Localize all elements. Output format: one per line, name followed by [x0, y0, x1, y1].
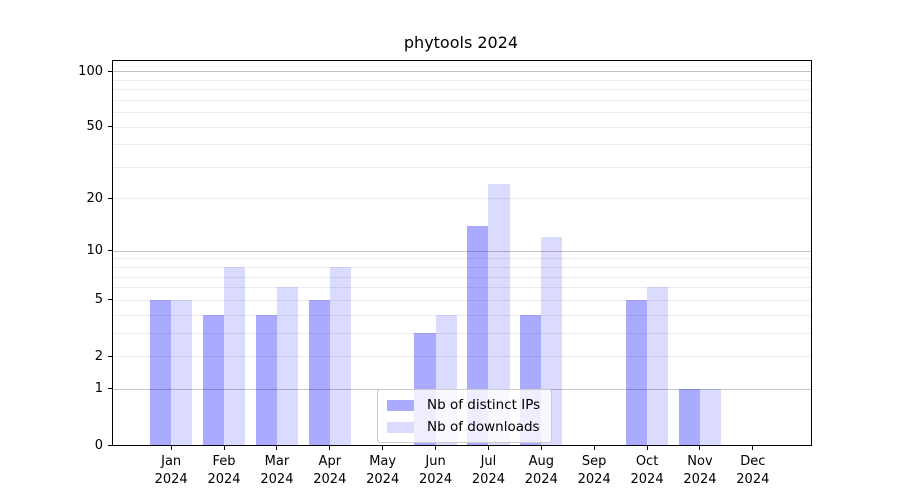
y-tick-0	[108, 444, 112, 446]
y-tick-100	[108, 70, 112, 72]
gridline-minor-20	[113, 198, 811, 200]
x-label-jul: Jul 2024	[471, 454, 505, 487]
gridline-major-100	[113, 71, 811, 73]
y-label-20: 20	[86, 190, 103, 206]
x-tick-apr	[329, 446, 331, 450]
gridline-minor-9	[113, 258, 811, 260]
plot-area: Jan 2024 Feb 2024 Mar 2024 Apr 2024 May 2024…	[78, 60, 812, 487]
bar-nov-downloads	[699, 388, 722, 445]
x-label-mar: Mar 2024	[260, 454, 294, 487]
legend-label-downloads: Nb of downloads	[427, 419, 540, 436]
x-tick-dec	[752, 446, 754, 450]
legend: Nb of distinct IPs Nb of downloads	[377, 389, 553, 444]
x-label-may: May 2024	[366, 454, 400, 487]
gridline-minor-8	[113, 267, 811, 269]
chart-title: phytools 2024	[403, 33, 519, 52]
bar-apr-downloads	[329, 267, 351, 445]
gridline-minor-3	[113, 332, 811, 334]
x-tick-nov	[699, 446, 701, 450]
x-tick-sep	[593, 446, 595, 450]
y-label-50: 50	[86, 119, 103, 134]
gridline-minor-80	[113, 89, 811, 91]
bar-feb-ips	[202, 314, 225, 445]
bar-oct-downloads	[647, 287, 669, 445]
x-tick-jul	[487, 446, 489, 450]
gridline-minor-70	[113, 99, 811, 101]
y-label-10: 10	[86, 243, 103, 259]
bar-jul-downloads	[488, 184, 510, 445]
y-tick-20	[108, 197, 112, 199]
gridline-minor-7	[113, 276, 811, 278]
y-tick-50	[108, 126, 112, 127]
x-label-jun: Jun 2024	[419, 454, 453, 487]
bar-jan-ips	[150, 299, 172, 445]
x-label-oct: Oct 2024	[630, 454, 664, 487]
x-tick-may	[382, 446, 384, 450]
gridline-minor-30	[113, 166, 811, 168]
x-tick-mar	[276, 446, 278, 450]
y-label-100: 100	[78, 63, 103, 79]
x-label-apr: Apr 2024	[313, 454, 347, 487]
gridline-minor-60	[113, 112, 811, 113]
bar-feb-downloads	[224, 267, 246, 445]
x-label-aug: Aug 2024	[524, 454, 558, 487]
gridline-minor-4	[113, 314, 811, 316]
legend-item-downloads: Nb of downloads	[387, 419, 540, 435]
x-tick-jan	[170, 446, 172, 450]
y-tick-5	[108, 299, 112, 301]
bar-mar-downloads	[276, 287, 299, 445]
x-tick-aug	[540, 446, 542, 450]
y-tick-2	[108, 355, 112, 357]
gridline-minor-6	[113, 287, 811, 289]
x-tick-feb	[223, 446, 225, 450]
bar-apr-ips	[308, 299, 330, 445]
x-label-jan: Jan 2024	[154, 454, 188, 487]
y-label-2: 2	[94, 348, 103, 364]
x-label-sep: Sep 2024	[577, 454, 611, 487]
x-label-feb: Feb 2024	[207, 454, 241, 487]
gridline-minor-5	[113, 299, 811, 301]
y-tick-10	[108, 250, 112, 252]
x-label-nov: Nov 2024	[683, 454, 717, 487]
bar-nov-ips	[678, 388, 700, 445]
legend-swatch-distinct-ips	[387, 399, 414, 411]
legend-swatch-downloads	[387, 421, 414, 433]
legend-label-distinct-ips: Nb of distinct IPs	[427, 397, 541, 413]
gridline-minor-40	[113, 144, 811, 146]
y-label-5: 5	[94, 292, 103, 308]
x-label-dec: Dec 2024	[736, 454, 770, 487]
bar-mar-ips	[255, 314, 277, 445]
gridline-minor-90	[113, 79, 811, 81]
y-tick-1	[108, 388, 112, 390]
gridline-minor-2	[113, 356, 811, 357]
y-label-0: 0	[94, 437, 103, 453]
bar-jan-downloads	[171, 299, 193, 445]
gridline-major-10	[113, 250, 811, 252]
y-label-1: 1	[94, 381, 103, 397]
x-tick-oct	[646, 446, 648, 450]
x-tick-jun	[435, 446, 437, 450]
gridline-minor-50	[113, 126, 811, 128]
bar-oct-ips	[625, 299, 648, 445]
legend-item-distinct-ips: Nb of distinct IPs	[387, 397, 540, 413]
